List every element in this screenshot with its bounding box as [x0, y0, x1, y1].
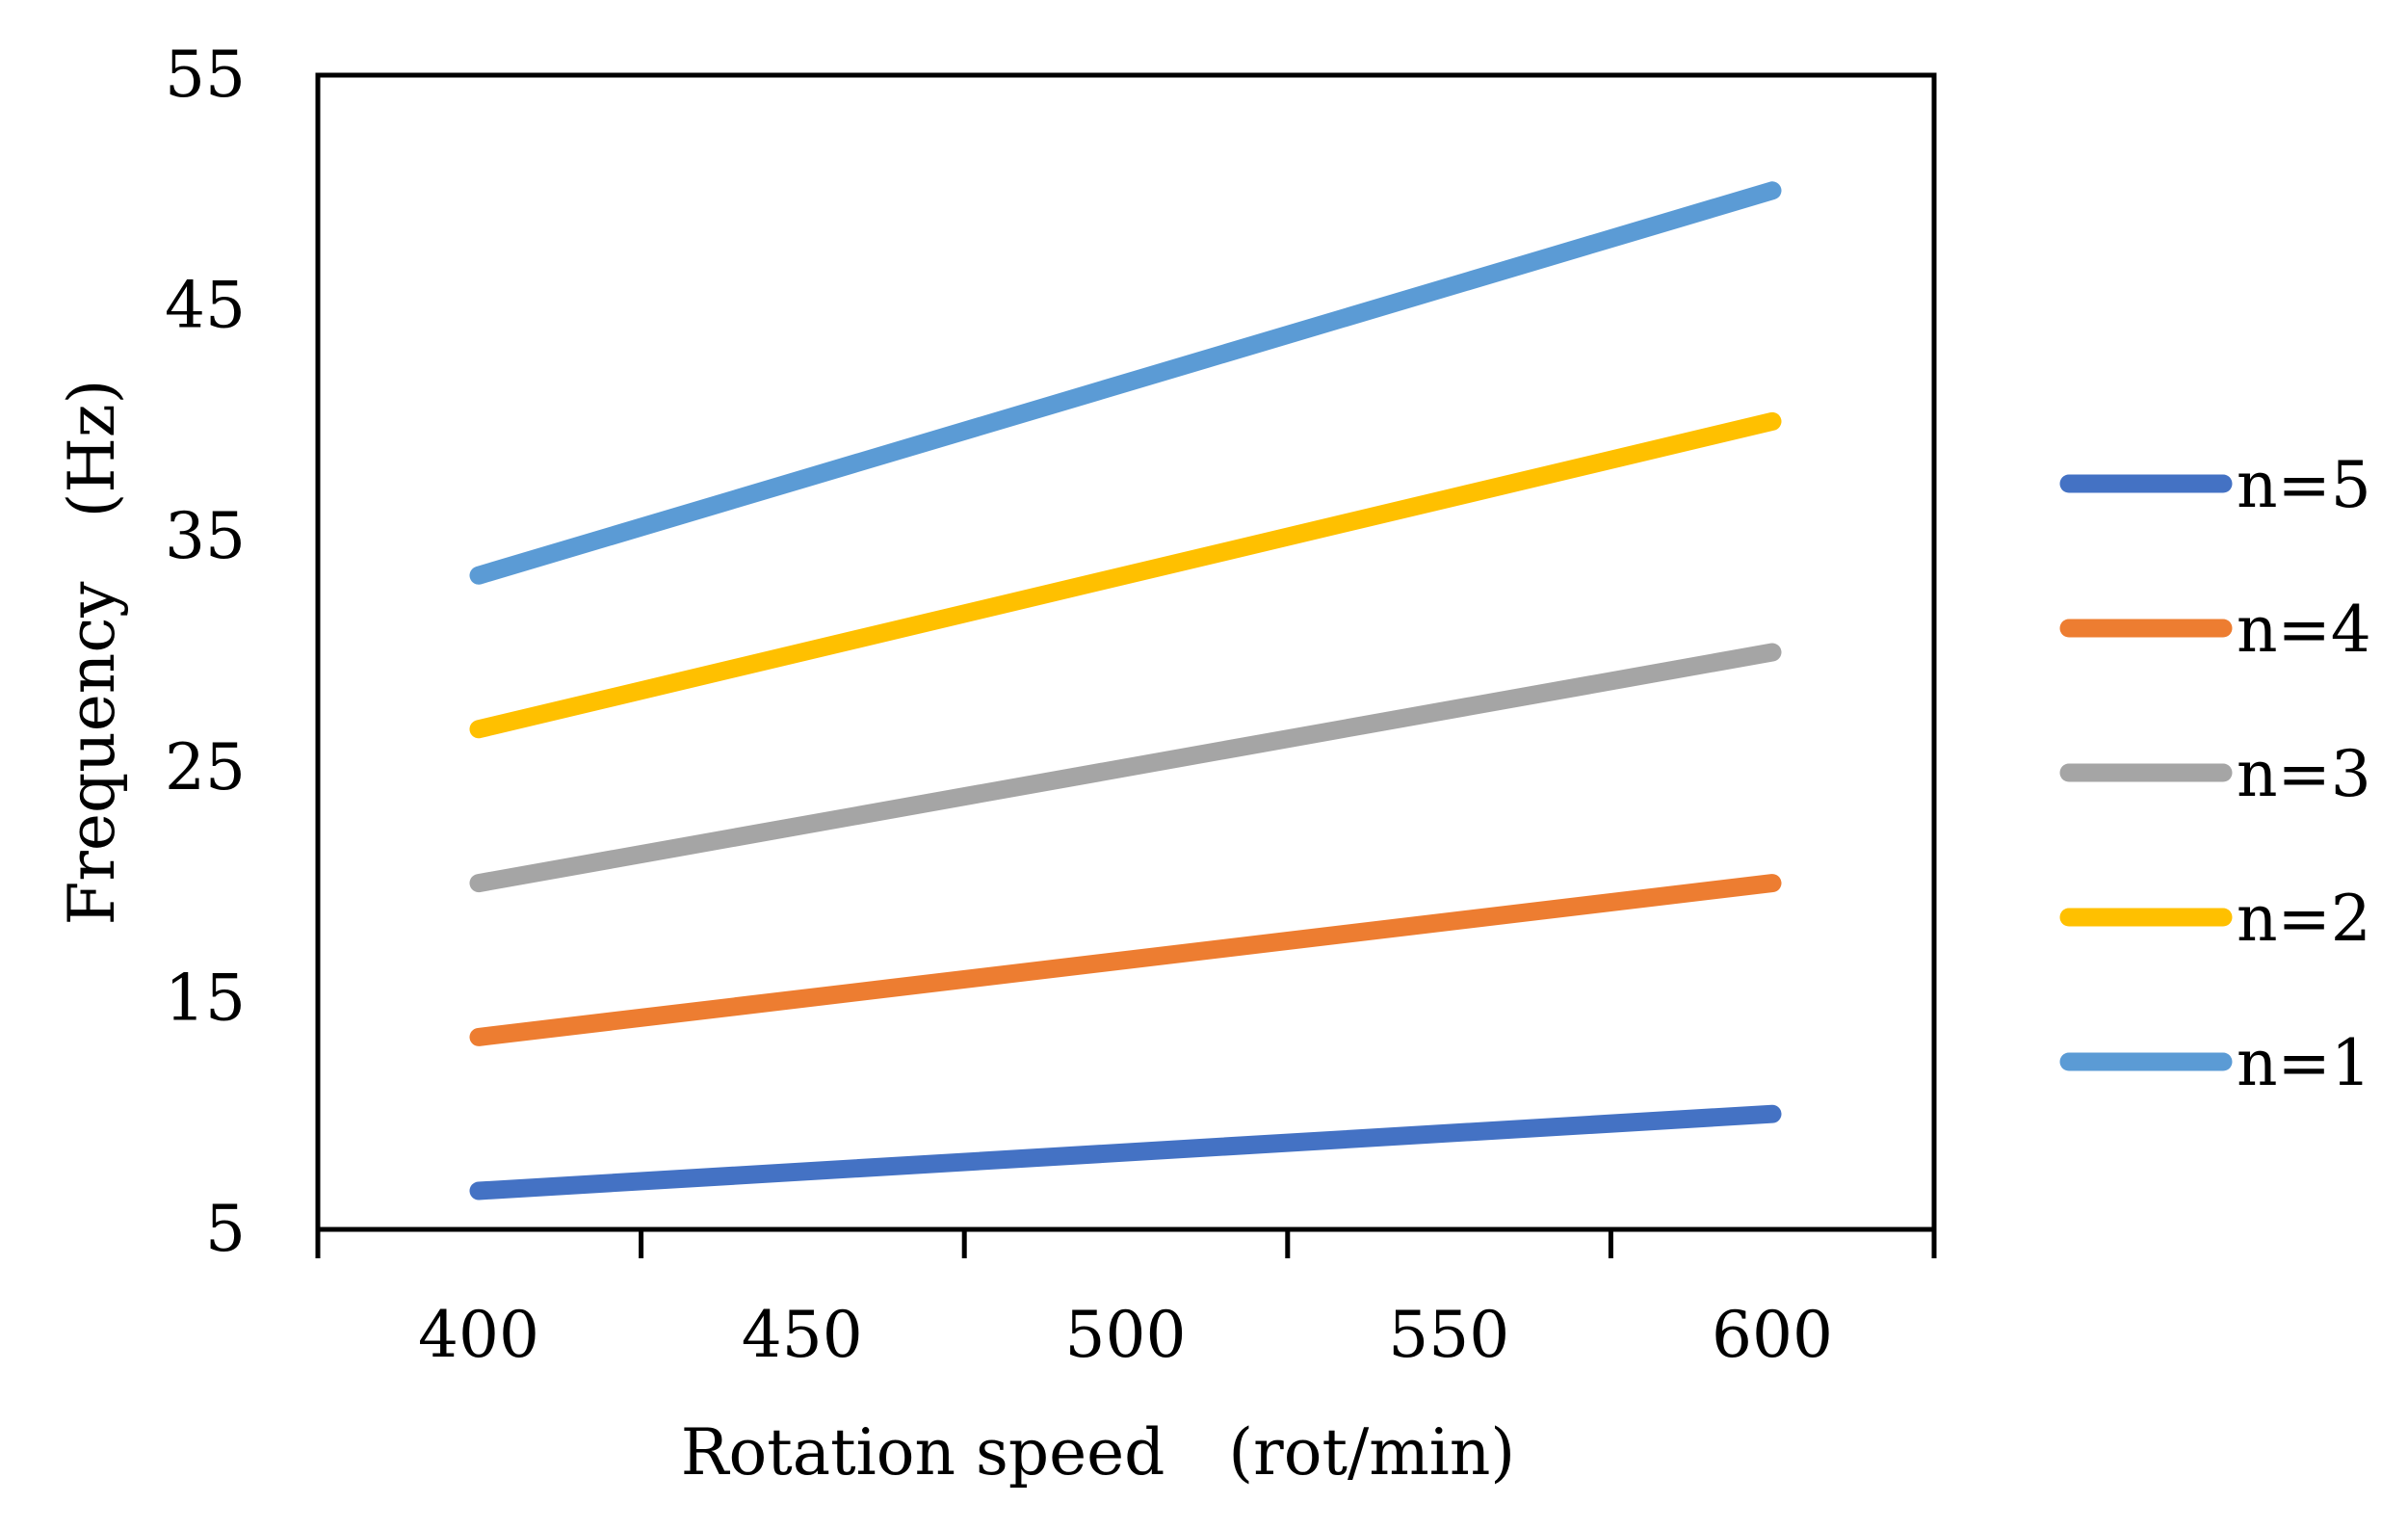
y-tick-label: 5 [205, 1192, 246, 1266]
x-tick-label: 450 [742, 1298, 863, 1372]
plot-frame [315, 72, 1937, 1232]
legend-label: n=1 [2237, 1026, 2371, 1100]
legend-label: n=4 [2237, 593, 2371, 667]
series-line-n4 [469, 874, 1782, 1046]
y-tick-label: 55 [165, 38, 246, 112]
series-lines [469, 181, 1782, 1200]
x-axis-ticks: 400 450 500 550 600 [315, 1229, 1937, 1372]
y-axis-tick-labels: 5 15 25 35 45 55 [165, 38, 246, 1266]
x-tick-label: 400 [418, 1298, 539, 1372]
legend: n=5 n=4 n=3 n=2 n=1 [2059, 448, 2371, 1100]
series-line-n5 [469, 1104, 1782, 1200]
x-axis-label: Rotation speed (rot/min) [681, 1415, 1515, 1490]
x-tick-label: 550 [1388, 1298, 1509, 1372]
series-line-n2 [469, 411, 1782, 739]
y-tick-label: 25 [165, 730, 246, 805]
x-tick-label: 600 [1712, 1298, 1833, 1372]
legend-label: n=5 [2237, 448, 2371, 522]
y-tick-label: 45 [165, 269, 246, 343]
legend-label: n=2 [2237, 882, 2371, 956]
legend-label: n=3 [2237, 737, 2371, 811]
y-tick-label: 15 [165, 961, 246, 1035]
y-axis-label: Frequency (Hz) [55, 380, 129, 926]
y-tick-label: 35 [165, 499, 246, 573]
series-line-n1 [469, 181, 1782, 585]
series-line-n3 [469, 643, 1782, 893]
x-tick-label: 500 [1065, 1298, 1187, 1372]
